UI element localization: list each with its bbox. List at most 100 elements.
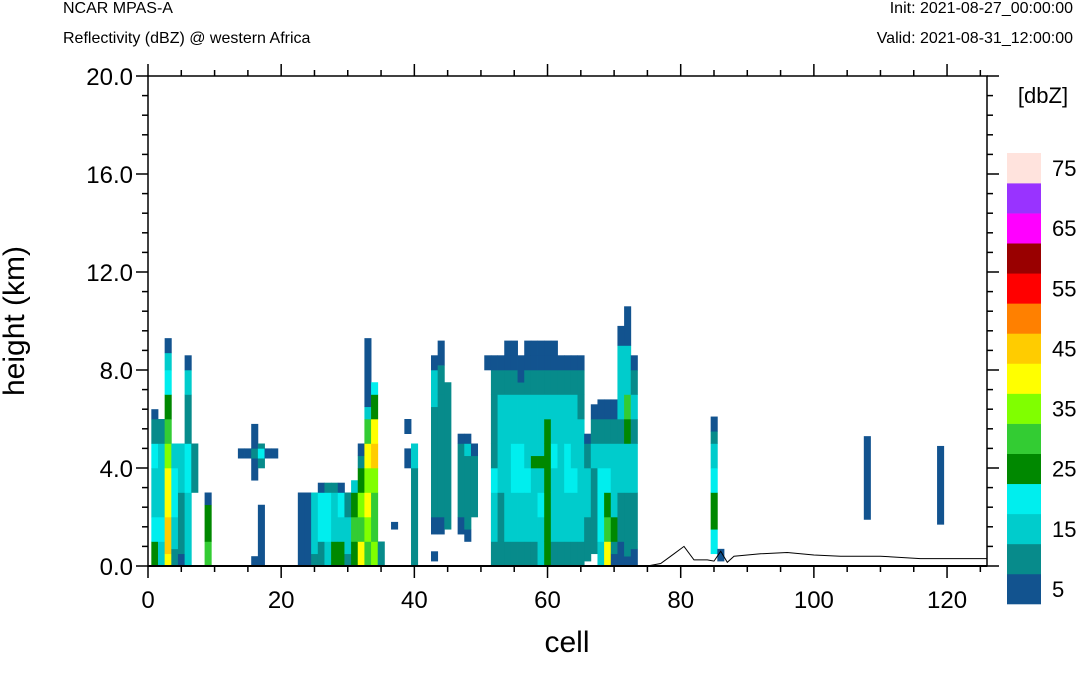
- reflectivity-cell: [411, 443, 419, 469]
- y-tick-labels: 0.0 4.0 8.0 12.0 16.0 20.0: [86, 64, 133, 581]
- reflectivity-cell: [604, 399, 612, 420]
- reflectivity-cell: [624, 443, 632, 493]
- reflectivity-cell: [151, 468, 159, 518]
- reflectivity-cell: [570, 370, 578, 395]
- reflectivity-cell: [497, 492, 505, 542]
- reflectivity-cell: [624, 345, 632, 371]
- x-tick-label: 60: [534, 587, 561, 614]
- reflectivity-cell: [490, 541, 498, 567]
- reflectivity-cell: [524, 355, 532, 371]
- reflectivity-cell: [464, 433, 472, 444]
- reflectivity-cell: [357, 517, 365, 542]
- reflectivity-cell: [584, 443, 592, 469]
- reflectivity-cell: [590, 443, 598, 469]
- reflectivity-cell: [617, 325, 625, 346]
- reflectivity-cell: [337, 492, 345, 518]
- reflectivity-cell: [504, 394, 512, 420]
- reflectivity-cell: [357, 443, 365, 457]
- reflectivity-cell: [364, 468, 372, 493]
- reflectivity-cell: [557, 443, 565, 493]
- reflectivity-cell: [630, 548, 638, 567]
- colorbar-swatch: [1007, 213, 1041, 244]
- colorbar-swatch: [1007, 363, 1041, 394]
- reflectivity-cell: [564, 370, 572, 395]
- reflectivity-cell: [557, 394, 565, 444]
- y-tick-label: 8.0: [100, 358, 133, 385]
- reflectivity-cell: [371, 443, 379, 469]
- reflectivity-cell: [331, 541, 339, 567]
- reflectivity-cell: [464, 455, 472, 530]
- reflectivity-cell: [151, 517, 159, 542]
- reflectivity-cell: [510, 541, 518, 567]
- reflectivity-cell: [610, 419, 618, 444]
- y-tick-label: 0.0: [100, 554, 133, 581]
- reflectivity-cell: [357, 492, 365, 518]
- reflectivity-cell: [437, 365, 445, 395]
- colorbar-label: 45: [1052, 336, 1076, 361]
- reflectivity-cell: [524, 394, 532, 420]
- colorbar-label: 15: [1052, 517, 1076, 542]
- reflectivity-cell: [617, 492, 625, 542]
- reflectivity-cell: [431, 406, 439, 518]
- reflectivity-cell: [510, 492, 518, 542]
- reflectivity-cell: [564, 394, 572, 444]
- reflectivity-cell: [437, 340, 445, 366]
- reflectivity-cell: [610, 541, 618, 555]
- reflectivity-cell: [457, 443, 465, 518]
- reflectivity-cell: [431, 517, 439, 535]
- colorbar-swatch: [1007, 243, 1041, 274]
- reflectivity-cell: [564, 443, 572, 493]
- reflectivity-cell: [357, 468, 365, 493]
- reflectivity-cell: [590, 468, 598, 555]
- reflectivity-cell: [404, 419, 412, 434]
- reflectivity-cell: [570, 468, 578, 493]
- reflectivity-cell: [630, 355, 638, 371]
- y-axis-title: height (km): [0, 246, 31, 396]
- reflectivity-cell: [537, 443, 545, 457]
- reflectivity-cell: [550, 394, 558, 444]
- colorbar-swatch: [1007, 543, 1041, 575]
- colorbar-swatch: [1007, 483, 1041, 515]
- reflectivity-cell: [437, 394, 445, 518]
- reflectivity-cell: [204, 492, 212, 506]
- reflectivity-cell: [164, 553, 172, 567]
- field-subtitle: Reflectivity (dBZ) @ western Africa: [63, 30, 311, 47]
- init-time: Init: 2021-08-27_00:00:00: [889, 0, 1073, 17]
- reflectivity-cell: [331, 482, 339, 493]
- reflectivity-cell: [630, 370, 638, 395]
- reflectivity-cell: [597, 443, 605, 469]
- reflectivity-cell: [584, 433, 592, 444]
- reflectivity-cell: [530, 455, 538, 469]
- reflectivity-cell: [517, 443, 525, 493]
- reflectivity-cell: [171, 548, 179, 567]
- reflectivity-cell: [597, 419, 605, 444]
- colorbar-swatch: [1007, 573, 1041, 605]
- reflectivity-cell: [544, 340, 552, 356]
- reflectivity-cell: [157, 541, 166, 567]
- reflectivity-cell: [351, 492, 359, 518]
- reflectivity-cell: [324, 482, 332, 493]
- reflectivity-cell: [570, 419, 578, 469]
- colorbar: [1007, 153, 1041, 605]
- reflectivity-cell: [550, 541, 558, 567]
- reflectivity-cell: [157, 517, 166, 542]
- reflectivity-cell: [364, 338, 372, 408]
- reflectivity-cell: [604, 541, 612, 567]
- reflectivity-cell: [364, 541, 372, 567]
- reflectivity-cell: [184, 443, 192, 493]
- reflectivity-cell: [490, 468, 498, 493]
- reflectivity-cell: [524, 370, 532, 395]
- reflectivity-cell: [624, 556, 632, 567]
- reflectivity-cell: [537, 455, 545, 469]
- model-title: NCAR MPAS-A: [63, 0, 173, 17]
- y-tick-label: 16.0: [86, 162, 133, 189]
- colorbar-swatch: [1007, 453, 1041, 485]
- reflectivity-cell: [344, 517, 352, 555]
- reflectivity-cell: [484, 355, 492, 371]
- reflectivity-cell: [431, 355, 439, 371]
- reflectivity-cell: [544, 468, 552, 493]
- reflectivity-cell: [550, 443, 558, 469]
- reflectivity-cell: [371, 394, 379, 420]
- reflectivity-cell: [364, 517, 372, 542]
- reflectivity-cell: [530, 394, 538, 444]
